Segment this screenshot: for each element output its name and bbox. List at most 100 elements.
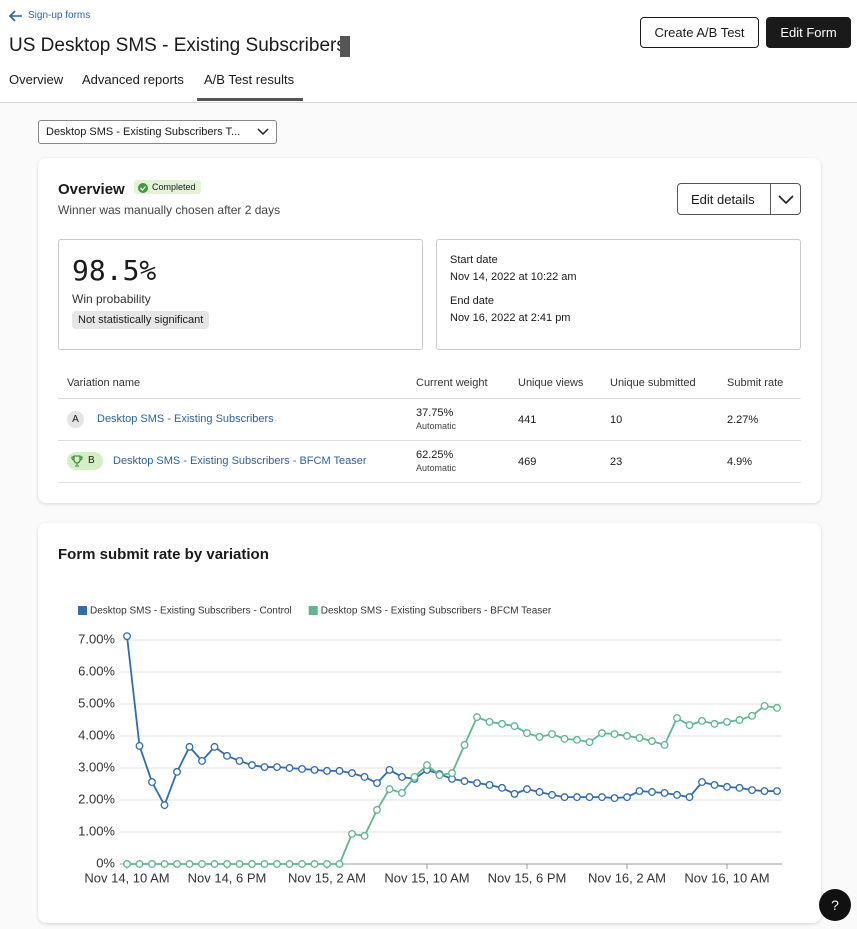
point [548,730,556,739]
point [610,794,619,803]
variation-badge: A [67,411,84,428]
point [123,632,131,641]
point [260,860,269,868]
row-divider [58,440,801,441]
point [185,860,194,868]
point [473,713,481,722]
end-date: Nov 16, 2022 at 2:41 pm [450,312,571,324]
tab[interactable]: Advanced reports [82,72,184,87]
win-label: Win probability [72,292,151,306]
point [210,860,219,868]
point [773,703,781,712]
point [298,765,306,773]
point [323,860,331,868]
check-icon [138,183,148,193]
point [585,738,594,747]
point [660,741,669,749]
point [148,778,156,787]
legend-label: Desktop SMS - Existing Subscribers - Con… [90,606,292,617]
point [648,737,656,746]
point [460,777,469,786]
point [173,767,181,776]
point [510,722,519,731]
win-box: 98.5% Win probability Not statistically … [58,239,423,350]
edit-details-button[interactable]: Edit details [677,183,801,215]
point [198,860,206,868]
variation-name[interactable]: Desktop SMS - Existing Subscribers - BFC… [113,455,367,467]
column-header: Variation name [67,377,141,389]
point [410,773,419,781]
point [348,829,356,838]
point [185,742,194,751]
point [223,860,231,868]
point [610,730,619,739]
column-header: Submit rate [727,377,784,389]
point [760,701,769,710]
status-badge: Completed [134,180,201,194]
weight: 37.75% [416,407,454,419]
point [173,860,181,868]
point [535,733,544,741]
point [523,785,531,794]
point [223,751,231,760]
point [423,761,431,770]
rate: 2.27% [727,414,759,426]
point [735,783,744,792]
win-probability: 98.5% [72,254,157,287]
tab[interactable]: Overview [9,72,64,87]
help-button[interactable]: ? [819,889,851,921]
x-tick-label: Nov 16, 10 AM [684,870,769,885]
point [510,789,519,798]
variation-badge: B [67,452,103,470]
point [748,786,756,795]
x-tick-label: Nov 16, 2 AM [588,870,666,885]
point [373,805,381,814]
variation-name[interactable]: Desktop SMS - Existing Subscribers [97,413,274,425]
create-ab-button[interactable]: Create A/B Test [640,17,759,48]
point [710,781,719,789]
y-tick-label: 4.00% [78,727,115,742]
x-tick-label: Nov 15, 2 AM [288,870,366,885]
split-divider [770,184,771,214]
point [310,765,319,774]
tab-active[interactable]: A/B Test results [204,72,295,87]
back-arrow[interactable] [8,9,24,23]
weight: 62.25% [416,449,454,461]
point [485,781,494,789]
point [548,790,556,799]
point [360,831,369,840]
point [560,734,569,743]
point [335,766,344,775]
point [323,766,331,775]
point [585,793,594,802]
point [398,773,406,781]
edit-form-button[interactable]: Edit Form [766,17,851,48]
point [698,717,706,725]
point [298,860,306,868]
x-tick-label: Nov 15, 6 PM [488,870,567,885]
chevron[interactable] [778,195,794,204]
point [273,763,281,771]
point [535,788,544,796]
y-tick-label: 5.00% [78,695,115,710]
point [335,860,344,868]
variation-select[interactable]: Desktop SMS - Existing Subscribers T... [38,120,277,144]
point [248,761,256,770]
views: 469 [518,456,537,468]
status-text: Completed [152,182,196,192]
point [160,801,169,810]
point [623,793,631,802]
overview-card: Overview Completed Winner was manually c… [38,158,821,503]
series-line [127,704,778,865]
column-header: Unique submitted [610,377,696,389]
edit-details-text: Edit details [691,191,755,207]
point [385,785,394,794]
back-link[interactable]: Sign-up forms [28,10,91,21]
point [685,793,694,802]
point [735,716,744,724]
point [523,729,531,738]
point [260,763,269,771]
y-tick-label: 7.00% [78,631,115,646]
y-tick-label: 3.00% [78,759,115,774]
